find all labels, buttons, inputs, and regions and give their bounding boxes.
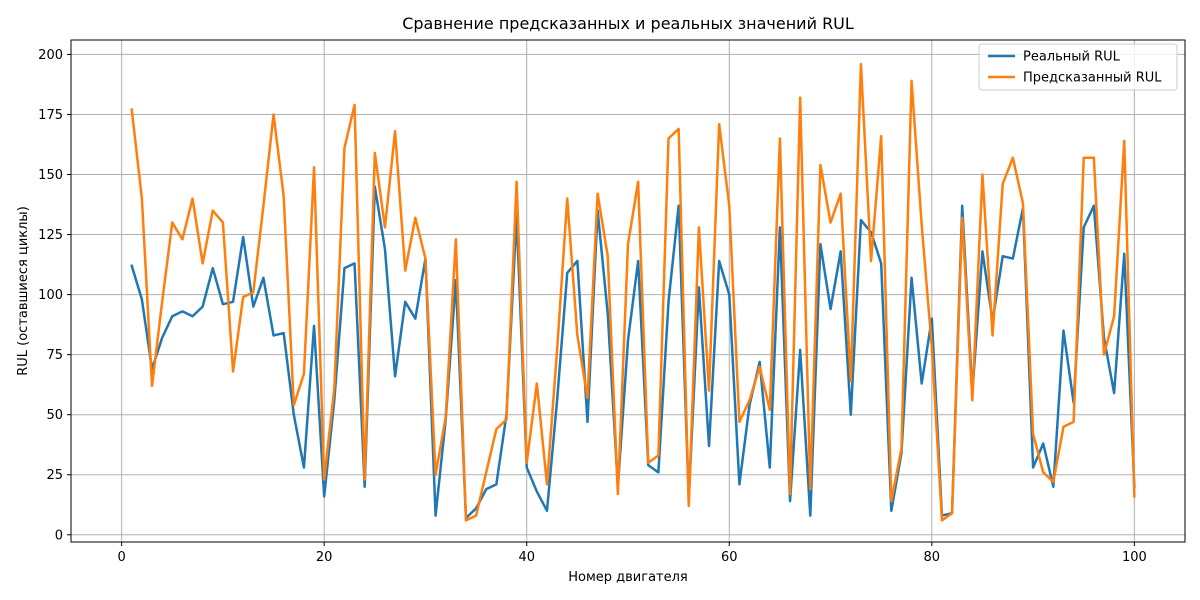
y-tick-label: 0	[55, 528, 63, 543]
y-tick-label: 50	[46, 408, 63, 423]
x-tick-label: 40	[518, 550, 535, 565]
axis-ticks: 0 20 40 60 80 100 0 25 50 75 100 125 150 175 200	[38, 48, 1147, 565]
x-tick-label: 0	[117, 550, 125, 565]
series-line-predicted	[130, 62, 1136, 522]
legend-box	[978, 43, 1178, 91]
x-tick-label: 60	[721, 550, 738, 565]
x-tick-label: 80	[924, 550, 941, 565]
y-tick-label: 25	[46, 468, 63, 483]
chart-title: Сравнение предсказанных и реальных значе…	[402, 14, 854, 33]
legend-label: Предсказанный RUL	[1023, 71, 1162, 86]
series-lines	[130, 62, 1136, 522]
axes-frame	[70, 39, 1186, 543]
x-axis-label: Номер двигателя	[568, 570, 688, 585]
legend-label: Реальный RUL	[1023, 50, 1121, 65]
y-tick-label: 175	[38, 108, 63, 123]
y-tick-label: 150	[38, 168, 63, 183]
y-tick-label: 100	[38, 288, 63, 303]
legend: Реальный RUL Предсказанный RUL	[978, 43, 1178, 91]
y-tick-label: 75	[46, 348, 63, 363]
y-axis-label: RUL (оставшиеся циклы)	[16, 206, 31, 376]
y-tick-label: 200	[38, 48, 63, 63]
x-tick-label: 100	[1122, 550, 1147, 565]
x-tick-label: 20	[316, 550, 333, 565]
y-tick-label: 125	[38, 228, 63, 243]
